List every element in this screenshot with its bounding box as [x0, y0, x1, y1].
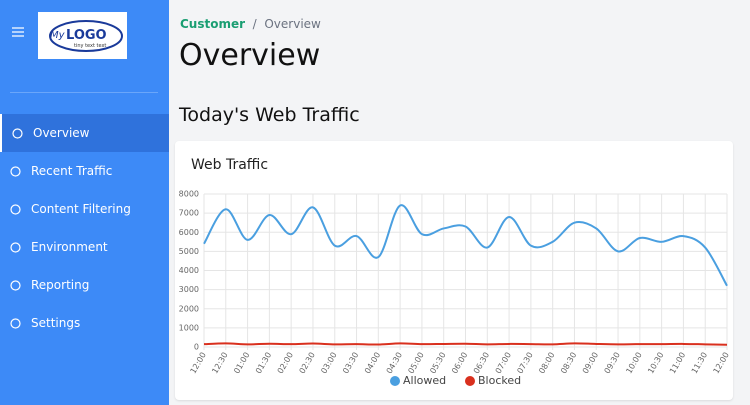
x-tick-label: 09:30 [603, 351, 622, 375]
section-title: Today's Web Traffic [179, 104, 360, 126]
x-tick-label: 09:00 [581, 351, 600, 375]
x-tick-label: 05:30 [428, 351, 447, 375]
y-tick-label: 1000 [179, 323, 199, 332]
card-title: Web Traffic [191, 157, 269, 173]
legend-label: Allowed [403, 374, 446, 387]
logo-art: My LOGO tiny text text [49, 20, 123, 52]
nav-item[interactable]: Reporting [0, 266, 169, 304]
x-tick-label: 12:30 [210, 351, 229, 375]
nav-label: Overview [33, 126, 90, 140]
series-line [203, 342, 728, 346]
nav-item[interactable]: Overview [0, 114, 169, 152]
breadcrumb: Customer / Overview [180, 17, 321, 31]
nav-label: Settings [31, 316, 81, 330]
nav-item[interactable]: Settings [0, 304, 169, 342]
logo-brand: LOGO [66, 28, 107, 43]
x-tick-label: 07:00 [494, 351, 513, 375]
x-tick-label: 04:00 [363, 351, 382, 375]
x-tick-label: 03:00 [319, 351, 338, 375]
y-tick-label: 6000 [179, 228, 199, 237]
y-tick-label: 4000 [179, 266, 199, 275]
nav-item[interactable]: Content Filtering [0, 190, 169, 228]
menu-icon[interactable] [12, 27, 24, 37]
logo-tagline: tiny text text [74, 43, 106, 49]
x-tick-label: 06:00 [450, 351, 469, 375]
y-tick-label: 8000 [179, 190, 199, 199]
y-tick-label: 0 [194, 343, 199, 352]
nav-icon [10, 279, 21, 291]
nav-item[interactable]: Environment [0, 228, 169, 266]
x-tick-label: 05:00 [406, 351, 425, 375]
x-tick-label: 11:30 [690, 351, 709, 375]
y-tick-label: 7000 [179, 209, 199, 218]
x-tick-label: 12:00 [189, 351, 208, 375]
y-tick-label: 3000 [179, 285, 199, 294]
nav-label: Reporting [31, 278, 90, 292]
x-tick-label: 12:00 [712, 351, 731, 375]
nav-icon [12, 127, 23, 139]
x-tick-label: 01:00 [232, 351, 251, 375]
nav-icon [10, 317, 21, 329]
legend-label: Blocked [478, 374, 521, 387]
sidebar: My LOGO tiny text text Overview Recent Tr… [0, 0, 169, 405]
x-tick-label: 10:00 [624, 351, 643, 375]
nav-icon [10, 203, 21, 215]
x-tick-label: 10:30 [646, 351, 665, 375]
nav-label: Content Filtering [31, 202, 131, 216]
nav-label: Recent Traffic [31, 164, 113, 178]
x-tick-label: 11:00 [668, 351, 687, 375]
y-tick-label: 2000 [179, 304, 199, 313]
divider [10, 92, 158, 93]
x-tick-label: 08:30 [559, 351, 578, 375]
nav-label: Environment [31, 240, 108, 254]
breadcrumb-parent[interactable]: Customer [180, 17, 246, 31]
x-tick-label: 03:30 [341, 351, 360, 375]
logo-prefix: My [50, 30, 66, 41]
y-tick-label: 5000 [179, 247, 199, 256]
nav-icon [10, 165, 21, 177]
x-tick-label: 01:30 [254, 351, 273, 375]
x-tick-label: 07:30 [515, 351, 534, 375]
page-title: Overview [179, 38, 321, 73]
legend-swatch [465, 376, 475, 386]
legend-swatch [390, 376, 400, 386]
logo[interactable]: My LOGO tiny text text [38, 12, 127, 59]
nav-icon [10, 241, 21, 253]
x-tick-label: 02:00 [276, 351, 295, 375]
x-tick-label: 02:30 [298, 351, 317, 375]
x-tick-label: 04:30 [385, 351, 404, 375]
breadcrumb-current: Overview [264, 17, 321, 31]
x-tick-label: 06:30 [472, 351, 491, 375]
series-line [203, 204, 728, 287]
chart-card: 0 1000 2000 3000 4000 5000 6000 7000 8000 12:00 12… [175, 141, 733, 400]
x-tick-label: 08:00 [537, 351, 556, 375]
nav-item[interactable]: Recent Traffic [0, 152, 169, 190]
